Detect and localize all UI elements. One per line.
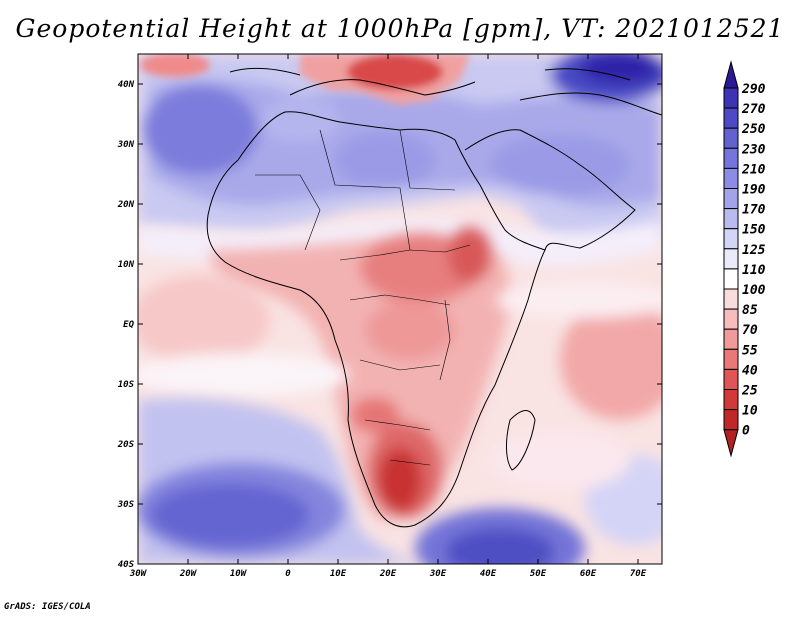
lat-tick-label: 10S — [118, 380, 135, 390]
colorbar-segment — [723, 409, 739, 431]
lat-tick-label: 40S — [118, 560, 135, 570]
colorbar-segment — [723, 208, 739, 230]
lat-tick-label: 10N — [118, 260, 135, 270]
colorbar-segment — [723, 167, 739, 189]
colorbar-segment — [723, 188, 739, 210]
colorbar-segment — [723, 348, 739, 370]
lat-tick-label: 40N — [118, 80, 135, 90]
colorbar-label: 55 — [742, 343, 758, 358]
colorbar-label: 85 — [742, 303, 758, 318]
lon-tick-label: 10E — [330, 569, 347, 579]
credit-text: GrADS: IGES/COLA — [4, 602, 91, 612]
lat-tick-label: 20S — [117, 440, 135, 450]
colorbar-segment — [723, 228, 739, 250]
colorbar-segment — [723, 147, 739, 169]
colorbar-label: 290 — [741, 82, 766, 97]
colorbar-segment — [723, 368, 739, 390]
colorbar-top-arrow — [723, 60, 739, 89]
colorbar-segment — [723, 268, 739, 290]
colorbar-segment — [723, 308, 739, 330]
height-field — [138, 54, 662, 564]
chart-title: Geopotential Height at 1000hPa [gpm], VT… — [15, 14, 785, 43]
lon-tick-label: 20E — [379, 569, 397, 579]
lon-tick-label: 30E — [429, 569, 447, 579]
colorbar-label: 210 — [741, 162, 766, 177]
map-frame — [137, 53, 663, 565]
colorbar-label: 190 — [742, 183, 766, 198]
lon-tick-label: 50E — [530, 569, 547, 579]
colorbar-bottom-arrow — [723, 429, 739, 458]
colorbar-label: 230 — [741, 142, 766, 157]
colorbar-segment — [723, 288, 739, 310]
colorbar-label: 0 — [742, 424, 750, 439]
colorbar-segment — [723, 127, 739, 149]
lon-tick-label: 60E — [580, 569, 597, 579]
lon-tick-label: 70E — [630, 569, 647, 579]
lon-tick-label: 0 — [285, 569, 291, 579]
latitude-ticks: 40N 30N 20N 10N EQ 10S 20S 30S 40S — [117, 80, 662, 570]
colorbar-segment — [723, 248, 739, 270]
colorbar-label: 10 — [742, 404, 758, 419]
lon-tick-label: 10W — [230, 569, 248, 579]
colorbar-label: 150 — [742, 223, 766, 238]
lat-tick-label: EQ — [123, 320, 134, 330]
colorbar-label: 270 — [741, 102, 766, 117]
colorbar-label: 170 — [742, 203, 766, 218]
colorbar-segment — [723, 328, 739, 350]
colorbar-label: 40 — [742, 363, 758, 378]
colorbar-segment — [723, 107, 739, 129]
colorbar-label: 250 — [741, 122, 766, 137]
lon-tick-label: 20W — [179, 569, 198, 579]
lon-tick-label: 40E — [480, 569, 497, 579]
colorbar: 2902702502302101901701501251101008570554… — [723, 60, 766, 458]
lat-tick-label: 30N — [117, 140, 135, 150]
longitude-ticks: 30W 20W 10W 0 10E 20E 30E 40E 50E 60E 70E — [129, 54, 647, 579]
colorbar-label: 100 — [742, 283, 766, 298]
colorbar-segment — [723, 87, 739, 109]
colorbar-label: 70 — [742, 323, 758, 338]
coastlines — [206, 67, 662, 528]
lon-tick-label: 30W — [129, 569, 148, 579]
colorbar-label: 110 — [742, 263, 766, 278]
colorbar-label: 125 — [742, 243, 766, 258]
lat-tick-label: 30S — [117, 500, 135, 510]
borders — [255, 129, 471, 466]
colorbar-label: 25 — [741, 384, 758, 399]
lat-tick-label: 20N — [117, 200, 135, 210]
colorbar-segment — [723, 389, 739, 411]
